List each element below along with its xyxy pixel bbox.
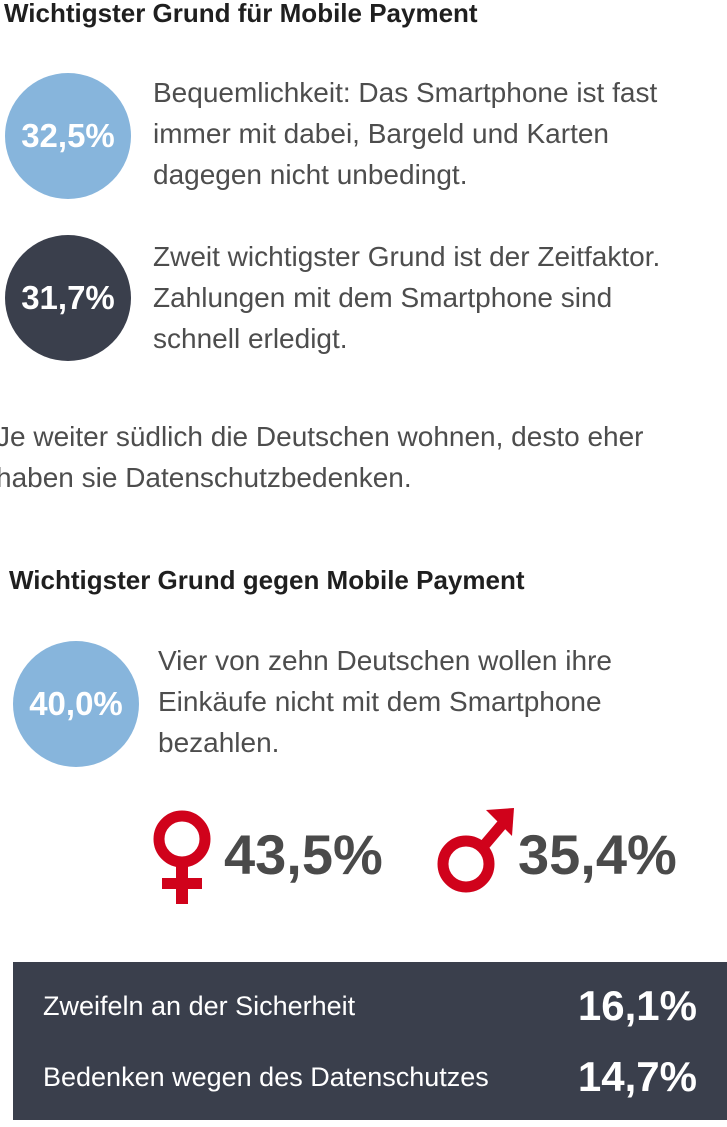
percent-circle-comfort: 32,5% [5,73,131,199]
paragraph-line: Einkäufe nicht mit dem Smartphone [158,686,602,717]
percent-circle-refusal: 40,0% [13,641,139,767]
male-symbol-icon [437,808,514,893]
paragraph-comfort: Bequemlichkeit: Das Smartphone ist fast … [153,72,657,195]
percent-circle-time: 31,7% [5,235,131,361]
heading-pro: Wichtigster Grund für Mobile Payment [4,0,478,28]
paragraph-line: Vier von zehn Deutschen wollen ihre [158,645,612,676]
paragraph-time: Zweit wichtigster Grund ist der Zeitfakt… [153,236,660,359]
reason-value: 14,7% [577,1053,697,1100]
reason-label: Bedenken wegen des Datenschutzes [43,1061,489,1092]
paragraph-line: Zahlungen mit dem Smartphone sind [153,282,613,313]
paragraph-line: dagegen nicht unbedingt. [153,159,468,190]
paragraph-refusal: Vier von zehn Deutschen wollen ihre Eink… [158,640,612,763]
note-paragraph: Je weiter südlich die Deutschen wohnen, … [0,416,644,498]
paragraph-line: schnell erledigt. [153,323,348,354]
reason-row-privacy: Bedenken wegen des Datenschutzes 14,7% [43,1052,697,1102]
reason-row-security: Zweifeln an der Sicherheit 16,1% [43,981,697,1031]
paragraph-line: Zweit wichtigster Grund ist der Zeitfakt… [153,241,661,272]
heading-contra: Wichtigster Grund gegen Mobile Payment [9,565,525,595]
reason-label: Zweifeln an der Sicherheit [43,990,356,1021]
paragraph-line: haben sie Datenschutzbedenken. [0,462,412,493]
female-symbol-icon [153,810,211,904]
female-percent: 43,5% [224,823,383,886]
paragraph-line: Bequemlichkeit: Das Smartphone ist fast [153,77,658,108]
paragraph-line: Je weiter südlich die Deutschen wohnen, … [0,421,644,452]
paragraph-line: immer mit dabei, Bargeld und Karten [153,118,609,149]
reason-value: 16,1% [577,982,697,1029]
male-percent: 35,4% [518,823,677,886]
paragraph-line: bezahlen. [158,727,280,758]
reasons-box: Zweifeln an der Sicherheit 16,1% Bedenke… [13,962,727,1120]
